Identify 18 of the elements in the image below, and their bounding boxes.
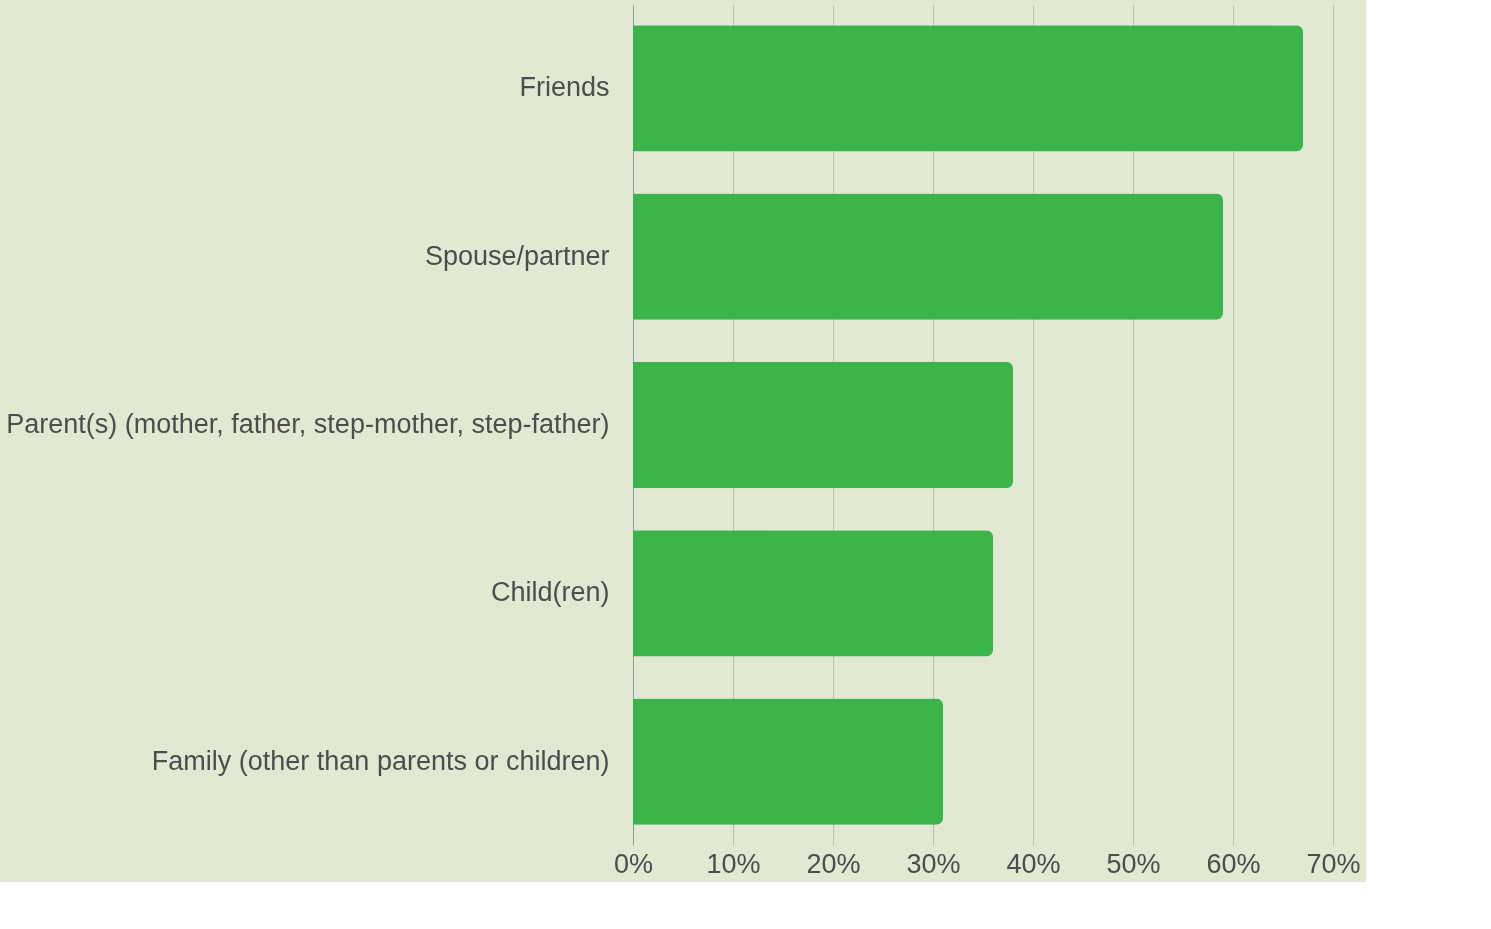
x-tick-label: 10% (706, 848, 761, 879)
x-tick-label: 40% (1006, 848, 1061, 879)
x-tick-label: 50% (1106, 848, 1161, 879)
x-tick-label: 0% (613, 848, 654, 879)
x-tick-label: 30% (906, 848, 961, 879)
bar (633, 25, 1303, 152)
y-tick-label: Family (other than parents or children) (151, 745, 610, 776)
bar (633, 530, 993, 657)
x-tick-label: 70% (1306, 848, 1361, 879)
x-tick-label: 20% (806, 848, 861, 879)
bar (633, 361, 1013, 489)
y-tick-label: Spouse/partner (424, 240, 610, 271)
bar (633, 193, 1223, 320)
bar (633, 698, 943, 825)
y-tick-label: Child(ren) (490, 577, 610, 608)
x-tick-label: 60% (1206, 848, 1261, 879)
y-tick-label: Parent(s) (mother, father, step-mother, step-father) (6, 409, 610, 439)
y-tick-label: Friends (519, 72, 610, 103)
